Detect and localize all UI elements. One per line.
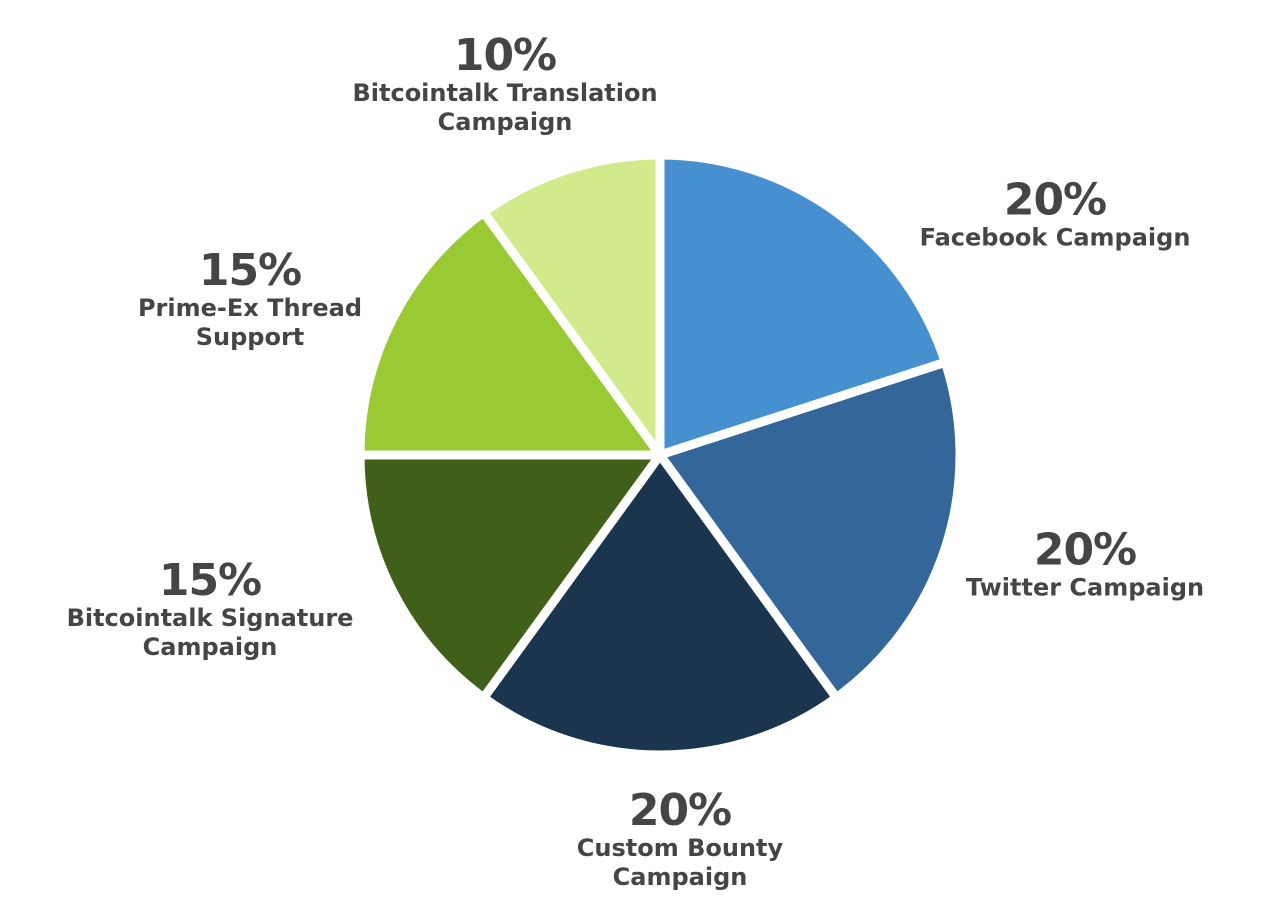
category-label: Prime-Ex Thread Support xyxy=(137,294,363,351)
percent-label: 20% xyxy=(628,785,732,836)
slice-label: 10% Bitcointalk Translation Campaign xyxy=(340,33,670,137)
category-label: Twitter Campaign xyxy=(965,573,1205,602)
pie-slice xyxy=(655,357,965,703)
percent-label: 15% xyxy=(158,555,262,606)
percent-label: 20% xyxy=(1003,174,1107,226)
percent-label: 10% xyxy=(453,30,557,81)
category-label: Bitcointalk Signature Campaign xyxy=(66,604,354,661)
slice-label: 15% Bitcointalk Signature Campaign xyxy=(55,558,365,662)
pie-slice xyxy=(355,450,665,703)
category-label: Facebook Campaign xyxy=(919,223,1191,252)
slice-label: 20% Facebook Campaign xyxy=(905,174,1205,253)
slice-label: 20% Twitter Campaign xyxy=(955,524,1215,603)
category-label: Bitcointalk Translation Campaign xyxy=(352,79,658,136)
pie-slice xyxy=(479,450,841,760)
slice-label: 20% Custom Bounty Campaign xyxy=(565,788,795,892)
slice-label: 15% Prime-Ex Thread Support xyxy=(130,248,370,352)
pie-slice xyxy=(655,150,950,460)
percent-label: 15% xyxy=(198,245,302,296)
percent-label: 20% xyxy=(1033,524,1137,576)
category-label: Custom Bounty Campaign xyxy=(576,834,784,891)
pie-slice xyxy=(355,207,665,460)
pie-slice xyxy=(479,150,665,460)
